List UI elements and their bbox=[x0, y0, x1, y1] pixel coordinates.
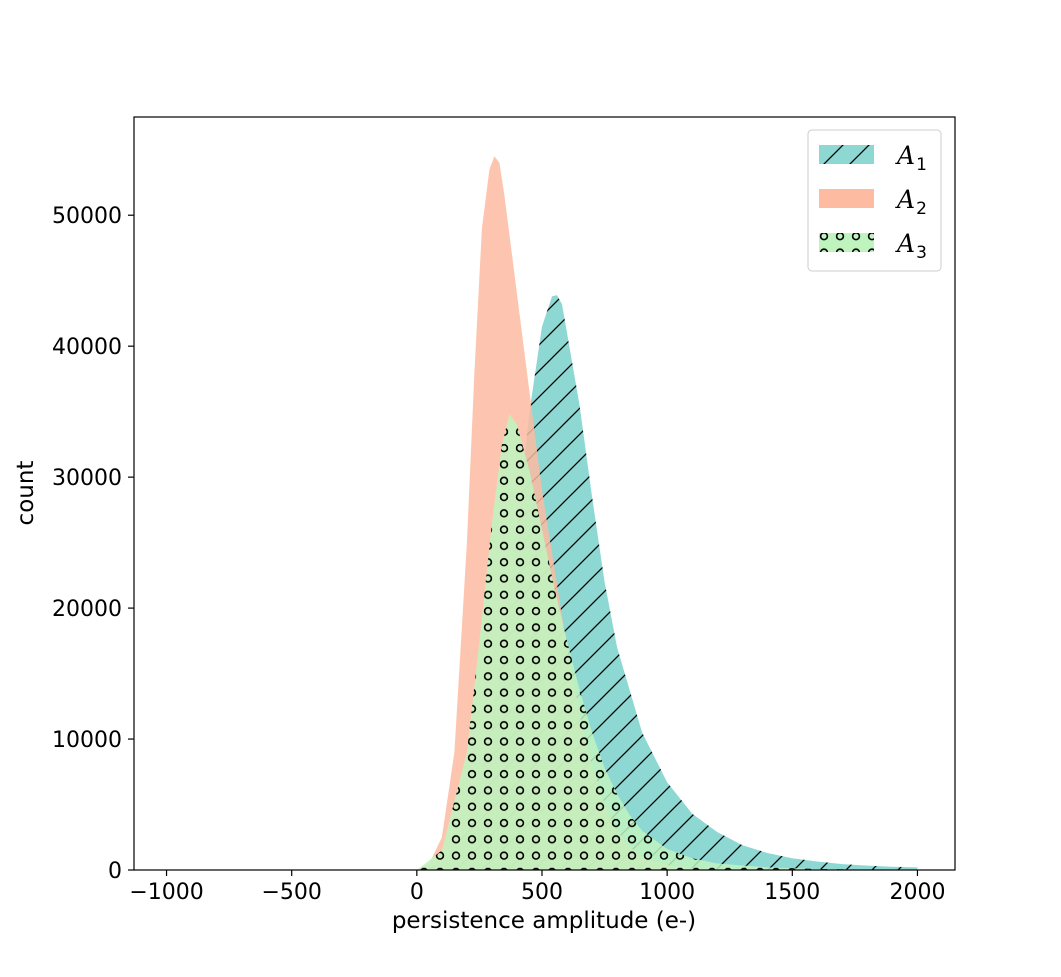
x-tick-label: 2000 bbox=[889, 880, 945, 905]
legend-label-2: A2 bbox=[895, 185, 927, 219]
y-tick-label: 50000 bbox=[52, 204, 122, 229]
y-tick-label: 0 bbox=[108, 859, 122, 884]
x-tick-label: 0 bbox=[410, 880, 424, 905]
y-tick-label: 10000 bbox=[52, 728, 122, 753]
y-tick-label: 30000 bbox=[52, 466, 122, 491]
y-tick-label: 20000 bbox=[52, 597, 122, 622]
x-tick-label: −1000 bbox=[129, 880, 203, 905]
x-tick-label: 500 bbox=[521, 880, 563, 905]
legend-swatch-hatch-1 bbox=[819, 145, 874, 164]
x-tick-label: 1500 bbox=[764, 880, 820, 905]
legend-swatch-hatch-3 bbox=[819, 233, 874, 252]
x-tick-label: −500 bbox=[261, 880, 321, 905]
legend-swatch-2 bbox=[819, 189, 874, 208]
plot-frame bbox=[133, 116, 956, 871]
x-axis-label: persistence amplitude (e-) bbox=[392, 908, 696, 934]
y-tick-label: 40000 bbox=[52, 335, 122, 360]
series-3-hatch bbox=[166, 414, 918, 870]
y-axis-label: count bbox=[13, 461, 39, 526]
x-tick-label: 1000 bbox=[639, 880, 695, 905]
